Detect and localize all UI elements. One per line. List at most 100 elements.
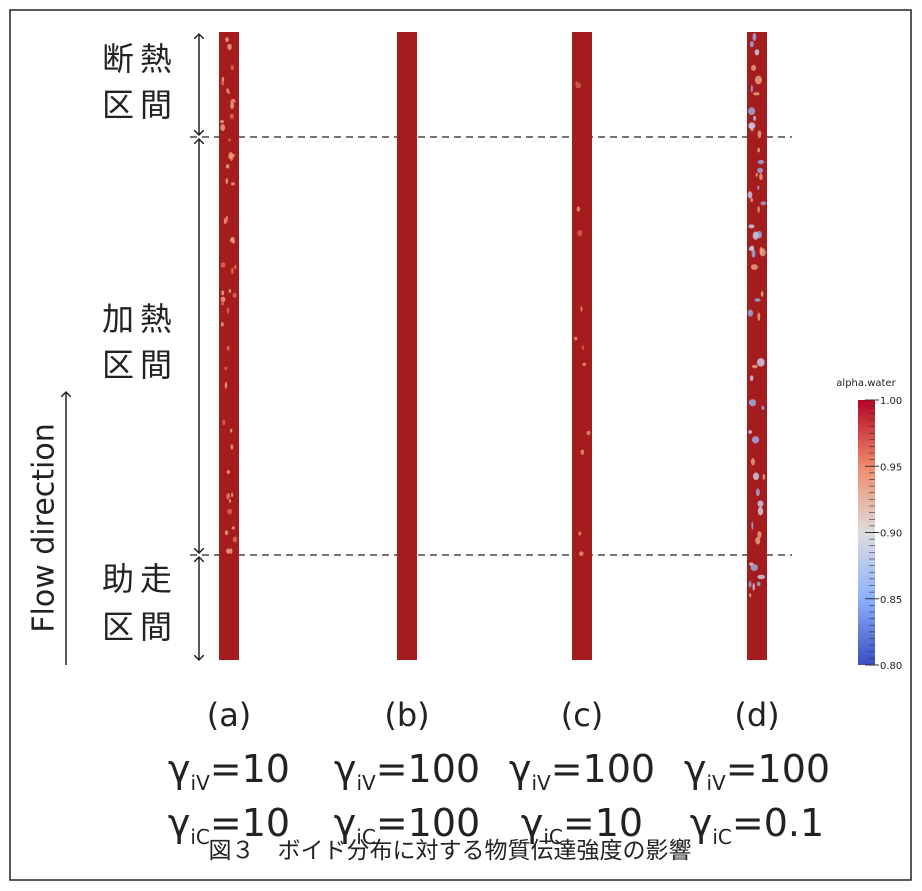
bubble	[229, 499, 231, 503]
bubble	[578, 531, 581, 535]
section-label: 加熱	[102, 300, 178, 338]
gamma-symbol: γ	[334, 801, 357, 845]
gamma-symbol: γ	[684, 747, 707, 791]
bubble	[749, 593, 751, 597]
bubble	[233, 293, 237, 298]
gamma-label: γiC=0.1	[690, 801, 824, 849]
gamma-label: γiV=100	[684, 747, 830, 795]
gamma-subscript: iV	[706, 771, 726, 795]
section-label: 区間	[102, 86, 178, 124]
gamma-label: γiV=100	[334, 747, 480, 795]
bubble	[748, 430, 751, 434]
gamma-value: =100	[551, 747, 655, 791]
colorbar-tick-label: 0.95	[880, 462, 902, 473]
bubble	[749, 581, 752, 588]
bubble	[758, 507, 763, 515]
gamma-symbol: γ	[168, 801, 191, 845]
bubble	[222, 77, 225, 81]
bubble	[578, 83, 581, 89]
gamma-value: =100	[376, 801, 480, 845]
bubble	[224, 367, 227, 370]
gamma-label: γiV=100	[509, 747, 655, 795]
bubble	[234, 265, 237, 270]
bubble	[757, 168, 763, 173]
bubble	[758, 160, 764, 164]
bubble	[751, 85, 753, 92]
bubble	[757, 500, 763, 507]
gamma-symbol: γ	[168, 747, 191, 791]
bubble	[221, 302, 224, 306]
gamma-symbol: γ	[509, 747, 532, 791]
bubble	[233, 537, 238, 543]
section-label: 助走	[102, 560, 178, 598]
bubble	[225, 216, 227, 223]
bubble	[748, 122, 755, 129]
colorbar-tick-label: 0.90	[880, 529, 902, 540]
bubble	[752, 33, 756, 41]
gamma-symbol: γ	[521, 801, 544, 845]
bubble	[227, 346, 230, 351]
bubble	[748, 309, 753, 316]
bubble	[753, 232, 759, 240]
section-label: 断熱	[102, 40, 178, 78]
bubble	[225, 382, 228, 389]
column	[572, 32, 592, 660]
bubble	[757, 358, 765, 366]
bubble	[748, 191, 753, 198]
bubble	[225, 37, 229, 42]
bubble	[230, 444, 233, 449]
bubble	[748, 224, 754, 228]
gamma-subscript: iV	[191, 771, 211, 795]
bubble	[231, 65, 234, 70]
section-label: 区間	[102, 346, 178, 384]
bubble	[581, 449, 585, 454]
colorbar-title: alpha.water	[836, 378, 896, 389]
bubble	[751, 522, 753, 530]
gamma-subscript: iV	[356, 771, 376, 795]
bubble	[582, 345, 584, 350]
bubble	[753, 472, 759, 480]
gamma-subscript: iC	[356, 825, 376, 849]
bubble	[750, 246, 754, 251]
bubble	[580, 306, 582, 311]
bubble	[759, 173, 763, 180]
bubble	[757, 312, 760, 320]
bubble	[751, 458, 755, 465]
gamma-value: =10	[210, 747, 290, 791]
gamma-value: =100	[726, 747, 830, 791]
bubble	[231, 267, 234, 274]
panel-label: (c)	[561, 696, 604, 734]
bubble	[579, 551, 584, 556]
bubble	[225, 178, 228, 184]
panel-label: (a)	[207, 696, 252, 734]
gamma-label: γiC=100	[334, 801, 480, 849]
bubble	[752, 365, 758, 369]
bubble	[750, 375, 754, 381]
bubble	[761, 291, 764, 297]
bubble	[231, 493, 233, 497]
bubble	[222, 419, 225, 425]
bubble	[752, 249, 756, 258]
bubble	[232, 526, 235, 529]
colorbar-tick-label: 1.00	[880, 396, 902, 407]
bubble	[755, 49, 760, 55]
bubble	[226, 494, 229, 500]
bubble	[749, 399, 756, 406]
bubble	[221, 322, 224, 326]
bubble	[229, 289, 231, 293]
bubble	[230, 113, 234, 119]
bubble	[230, 102, 234, 109]
bubble	[226, 164, 230, 168]
gamma-value: =0.1	[732, 801, 824, 845]
bubble	[757, 582, 760, 586]
bubble	[755, 76, 762, 85]
gamma-value: =10	[210, 801, 290, 845]
section-label: 区間	[102, 608, 178, 646]
bubble	[760, 247, 763, 255]
bubble	[753, 116, 756, 121]
bubble	[587, 431, 591, 435]
bubble	[227, 470, 230, 474]
bubble	[758, 130, 762, 138]
bubble	[762, 406, 765, 410]
gamma-subscript: iC	[543, 825, 563, 849]
